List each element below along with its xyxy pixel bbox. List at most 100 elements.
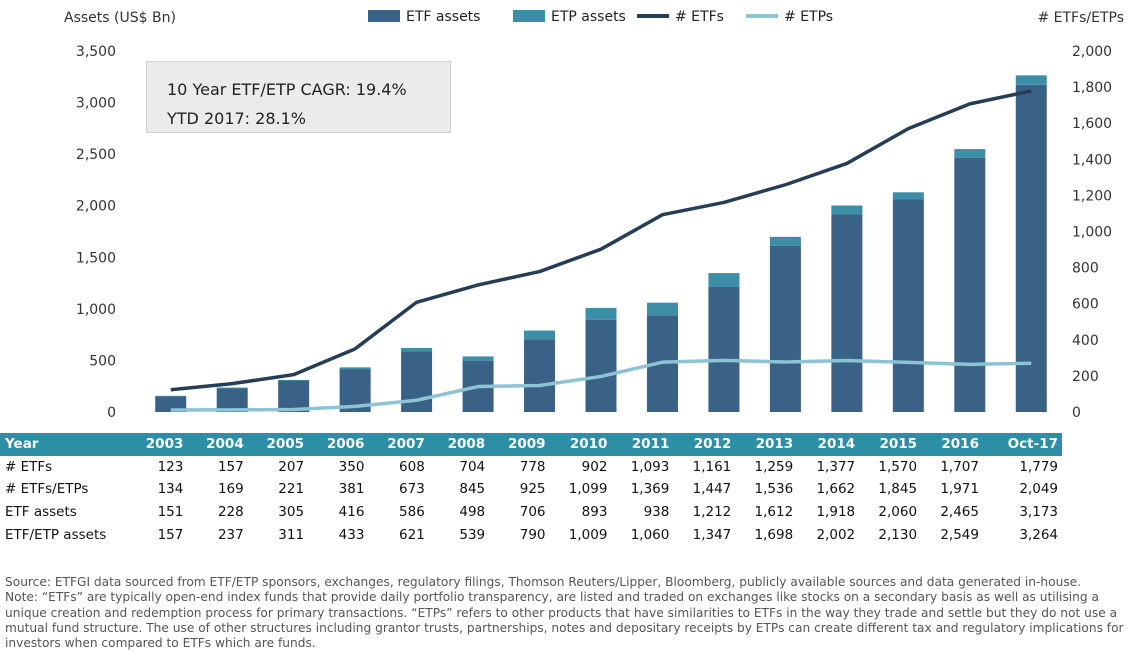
y2-tick-label: 0 [1072, 405, 1081, 421]
etp-assets-bar [892, 192, 924, 200]
chart: Assets (US$ Bn) # ETFs/ETPs ETF assets ET… [64, 9, 1124, 421]
etp-assets-bar [1015, 75, 1047, 85]
y2-tick-label: 600 [1072, 297, 1099, 313]
table-cell: 790 [519, 526, 546, 543]
table-cell: 1,918 [816, 504, 856, 521]
legend-label: ETP assets [551, 9, 626, 25]
legend-label: ETF assets [406, 9, 480, 25]
etf-assets-bar [954, 157, 986, 412]
table-header-year-cell: 2009 [489, 433, 550, 456]
y-tick-label: 2,000 [76, 199, 116, 215]
table-cell: 1,612 [754, 504, 794, 521]
legend: ETF assets ETP assets # ETFs # ETPs [368, 9, 833, 25]
etf-assets-bar [892, 199, 924, 412]
y-tick-label: 500 [89, 353, 116, 369]
table-cell: 1,779 [1019, 458, 1058, 475]
table-cell: 2,130 [878, 526, 918, 543]
etp-assets-bar [278, 379, 310, 381]
table-cell: 1,707 [940, 458, 979, 475]
legend-label: # ETFs [675, 9, 724, 25]
y2-tick-label: 1,600 [1072, 116, 1112, 132]
table-cell: 1,971 [940, 481, 979, 498]
table-cell: 1,060 [630, 526, 670, 543]
etp-assets-bar [585, 307, 617, 320]
y2-tick-label: 400 [1072, 333, 1099, 349]
table-cell: 3,173 [1019, 504, 1058, 521]
table-cell: 1,369 [630, 481, 670, 498]
etp-assets-bar [462, 356, 494, 361]
table-cell: 608 [399, 458, 425, 475]
legend-label: # ETPs [784, 9, 833, 25]
table-header-year-cell: 2003 [127, 433, 188, 456]
table-cell: 228 [217, 504, 244, 521]
table-cell: 1,099 [568, 481, 608, 498]
y2-tick-label: 800 [1072, 261, 1099, 277]
etp-assets-bar [524, 330, 556, 340]
y2-tick-label: 1,800 [1072, 80, 1112, 96]
table-cell: 1,212 [692, 504, 732, 521]
table-header-year-cell: 2012 [673, 433, 736, 456]
table-cell: 1,447 [692, 481, 732, 498]
y2-tick-label: 1,000 [1072, 225, 1112, 241]
etfs-count-line [170, 89, 1032, 392]
etf-assets-bar [524, 339, 556, 412]
table-cell: 2,060 [878, 504, 918, 521]
bars [155, 75, 1047, 412]
legend-swatch [513, 10, 545, 22]
source-notes: Source: ETFGI data sourced from ETF/ETP … [5, 575, 1125, 651]
table-cell: 778 [519, 458, 546, 475]
table-cell: 621 [399, 526, 425, 543]
table-header-year-cell: 2011 [611, 433, 674, 456]
table-body: # ETFs 123 157 207 350 608 704 778 902 1,093 1,161… [0, 456, 1062, 546]
table-header-year-cell: 2006 [308, 433, 369, 456]
table-cell: 539 [459, 526, 486, 543]
y2-tick-label: 1,200 [1072, 188, 1112, 204]
table-cell: 938 [643, 504, 670, 521]
etp-assets-bar [216, 387, 248, 389]
table-cell: 1,377 [816, 458, 856, 475]
y-tick-label: 1,000 [76, 302, 116, 318]
table-cell: 305 [278, 504, 305, 521]
y2-tick-label: 2,000 [1072, 44, 1112, 60]
table-cell: 673 [399, 481, 425, 498]
table-cell: 586 [399, 504, 425, 521]
table-cell: 157 [217, 458, 244, 475]
y2-axis-title: # ETFs/ETPs [1037, 10, 1124, 26]
table-cell: 123 [157, 458, 184, 475]
table-header-year-cell: 2013 [735, 433, 798, 456]
table-cell: 3,264 [1019, 526, 1058, 543]
etf-assets-bar [708, 286, 740, 412]
y-tick-label: 1,500 [76, 250, 116, 266]
table-cell: 157 [157, 526, 184, 543]
table-cell: 1,845 [878, 481, 918, 498]
y2-axis-ticks: 0 200 400 600 800 1,000 1,200 1,400 1,600 1,800 2,… [1072, 44, 1112, 421]
table-row: ETF/ETP assets 157 237 311 433 621 539 790 1,009… [0, 523, 1062, 546]
source-line: Source: ETFGI data sourced from ETF/ETP … [5, 575, 1082, 589]
y-tick-label: 2,500 [76, 147, 116, 163]
table-row-label: # ETFs [5, 458, 53, 475]
etf-assets-bar [769, 245, 801, 412]
table-cell: 221 [278, 481, 305, 498]
table-header-year-cell: 2005 [247, 433, 309, 456]
etp-assets-bar [401, 347, 433, 352]
table-cell: 845 [459, 481, 486, 498]
table-cell: 2,549 [940, 526, 979, 543]
table-cell: 1,093 [630, 458, 670, 475]
etf-assets-bar [831, 214, 863, 412]
table-cell: 151 [157, 504, 184, 521]
table-cell: 1,536 [754, 481, 794, 498]
table-header-row: Year 2003 2004 2005 2006 2007 2008 2009 2010 201… [0, 433, 1062, 456]
etp-assets-bar [708, 273, 740, 287]
etp-assets-bar [831, 205, 863, 215]
y-axis-ticks: 0 500 1,000 1,500 2,000 2,500 3,000 3,500 [76, 44, 116, 421]
y-tick-label: 3,500 [76, 44, 116, 60]
etp-assets-bar [954, 149, 986, 158]
table-cell: 1,570 [878, 458, 918, 475]
table-cell: 207 [278, 458, 305, 475]
table-cell: 704 [459, 458, 486, 475]
table-cell: 134 [157, 481, 184, 498]
cagr-callout: 10 Year ETF/ETP CAGR: 19.4% YTD 2017: 28… [146, 61, 451, 133]
table-row: ETF assets 151 228 305 416 586 498 706 893 938 1,2… [0, 501, 1062, 524]
table-header-year-cell: 2004 [187, 433, 248, 456]
table-header-year: Year [0, 433, 127, 456]
